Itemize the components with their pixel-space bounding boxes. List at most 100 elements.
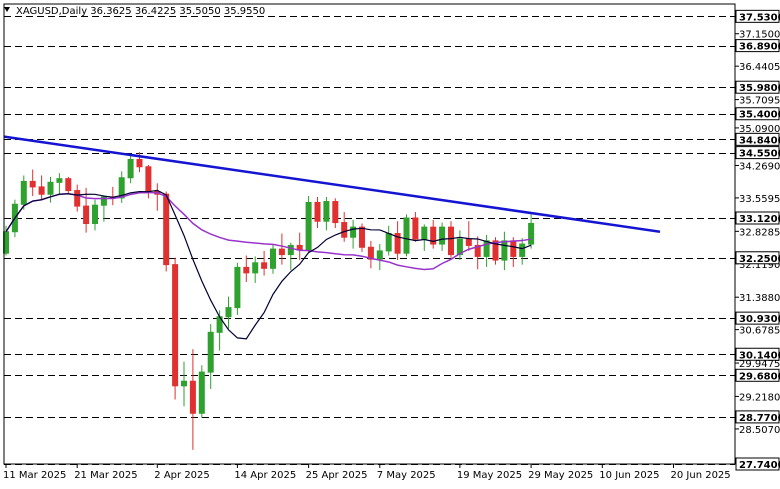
- level-label: 34.8400: [739, 135, 780, 146]
- candle-body: [261, 262, 268, 269]
- candle-body: [92, 204, 98, 224]
- y-tick-label: 31.3880: [739, 293, 780, 304]
- level-label: 34.5500: [739, 149, 780, 160]
- x-tick-label: 29 May 2025: [528, 470, 593, 481]
- candle-body: [456, 238, 463, 256]
- candle-body: [20, 180, 27, 205]
- candle-body: [65, 178, 72, 192]
- y-tick-label: 32.1190: [739, 260, 780, 271]
- candle-body: [448, 226, 454, 256]
- trendline: [3, 135, 661, 233]
- chart-title: XAGUSD,Daily 36.3625 36.4225 35.5050 35.…: [16, 6, 265, 17]
- trendline: [3, 135, 661, 233]
- candle-body: [243, 266, 250, 274]
- y-tick-label: 29.2180: [739, 392, 780, 403]
- candle-body: [439, 226, 446, 245]
- level-label-box: [735, 457, 780, 471]
- candle-body: [314, 201, 321, 222]
- candle-body: [74, 190, 81, 207]
- level-label-box: [735, 39, 780, 53]
- level-label-box: [735, 107, 780, 121]
- candle-body: [394, 233, 401, 254]
- y-tick-label: 35.7095: [739, 96, 780, 107]
- candle-body: [29, 180, 36, 188]
- ma-slow-line: [5, 191, 532, 271]
- level-label: 35.9800: [739, 83, 780, 94]
- y-tick-label: 33.5595: [739, 194, 780, 205]
- x-tick-label: 20 Jun 2025: [671, 470, 731, 481]
- x-tick-label: 10 Jun 2025: [599, 470, 659, 481]
- y-tick-label: 34.2690: [739, 161, 780, 172]
- level-label-box: [735, 311, 780, 325]
- candle-body: [359, 226, 365, 248]
- ma-fast-line: [5, 189, 532, 340]
- candle-body: [270, 248, 276, 269]
- x-tick-label: 11 Mar 2025: [3, 470, 66, 481]
- candle-body: [323, 201, 330, 222]
- x-tick-label: 7 May 2025: [377, 470, 436, 481]
- level-lines: [4, 16, 735, 465]
- candle-body: [492, 240, 499, 261]
- level-label-box: [735, 211, 780, 225]
- candle-body: [163, 193, 170, 266]
- candle-body: [83, 205, 90, 224]
- candle-body: [252, 262, 259, 274]
- level-label: 30.9300: [739, 314, 780, 325]
- candle-body: [172, 264, 179, 387]
- candle-body: [198, 371, 205, 414]
- level-label-box: [735, 132, 780, 146]
- level-label: 36.8900: [739, 42, 780, 53]
- candle-body: [350, 226, 357, 238]
- candle-body: [376, 250, 383, 260]
- candle-body: [474, 244, 481, 257]
- candle-body: [189, 380, 196, 414]
- candle-body: [38, 186, 45, 195]
- candle-body: [181, 380, 187, 387]
- level-label-box: [735, 9, 780, 23]
- candle-body: [403, 217, 410, 254]
- candle-body: [385, 233, 392, 252]
- candle-body: [421, 226, 428, 240]
- candle-body: [412, 217, 419, 240]
- candle-body: [465, 238, 472, 246]
- level-label-box: [735, 410, 780, 424]
- candle-body: [100, 196, 107, 206]
- y-tick-label: 28.5070: [739, 425, 780, 436]
- moving-averages: [5, 189, 532, 340]
- symbol-dropdown-icon[interactable]: [4, 7, 10, 12]
- candle-body: [483, 240, 490, 257]
- level-label: 29.6800: [739, 371, 780, 382]
- level-label: 30.1400: [739, 350, 780, 361]
- y-tick-label: 32.8285: [739, 227, 780, 238]
- candle-body: [501, 240, 508, 261]
- candle-body: [278, 248, 285, 256]
- candle-body: [234, 266, 241, 309]
- x-tick-label: 25 Apr 2025: [306, 470, 368, 481]
- candle-body: [127, 158, 134, 179]
- level-label: 27.7400: [739, 460, 780, 471]
- candle-body: [510, 240, 517, 257]
- candle-body: [332, 201, 339, 224]
- candle-body: [118, 177, 125, 199]
- level-label-box: [735, 146, 780, 160]
- level-label: 28.7700: [739, 413, 780, 424]
- candles: [3, 152, 535, 450]
- level-label: 35.4000: [739, 110, 780, 121]
- plot-frame: [3, 3, 736, 465]
- candle-body: [305, 201, 312, 251]
- y-tick-label: 35.0900: [739, 124, 780, 135]
- candle-body: [367, 246, 374, 260]
- candle-body: [430, 226, 437, 245]
- level-label-box: [735, 251, 780, 265]
- y-tick-label: 37.1500: [739, 30, 780, 41]
- x-tick-label: 21 Mar 2025: [74, 470, 137, 481]
- x-tick-label: 14 Apr 2025: [234, 470, 296, 481]
- axes: 37.1500 36.4405 35.7095 35.0900 34.2690 33.55…: [3, 3, 780, 481]
- level-label-box: [735, 347, 780, 361]
- candle-body: [136, 158, 143, 168]
- level-label: 32.2500: [739, 254, 780, 265]
- level-label: 37.5300: [739, 12, 780, 23]
- candle-body: [207, 331, 214, 373]
